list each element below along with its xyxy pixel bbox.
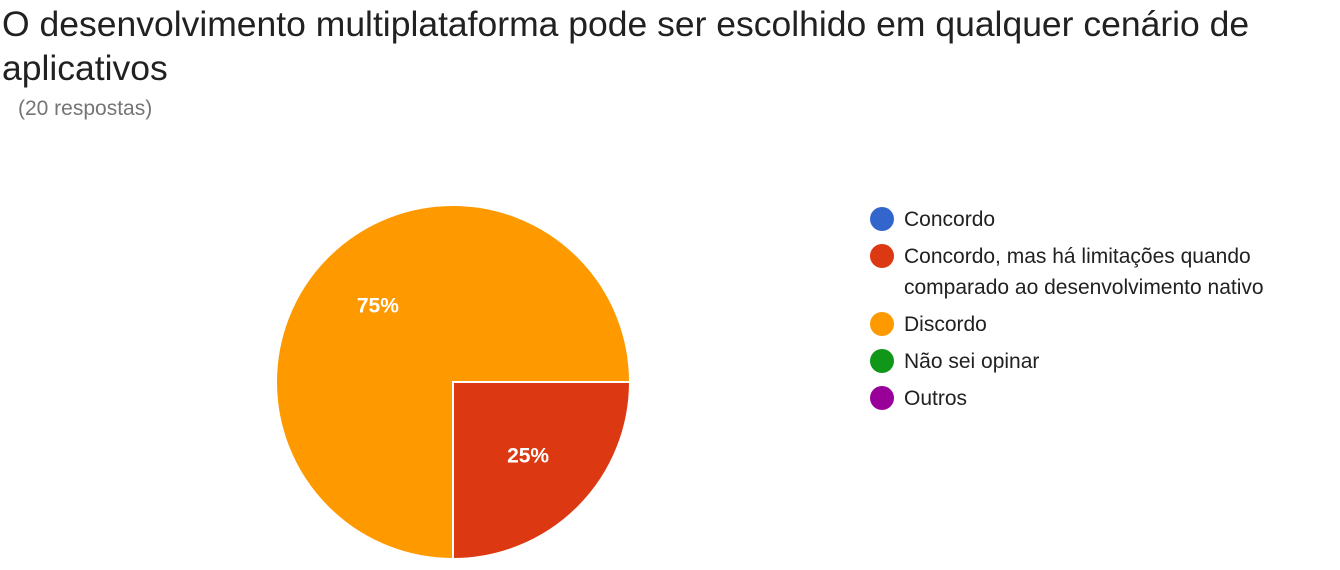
- pie-slice-1[interactable]: [452, 381, 632, 561]
- legend: Concordo Concordo, mas há limitações quan…: [870, 204, 1330, 420]
- legend-item[interactable]: Concordo: [870, 204, 1330, 235]
- pie-slice-label-1: 25%: [507, 445, 549, 468]
- legend-item[interactable]: Outros: [870, 383, 1330, 414]
- legend-swatch-icon: [870, 312, 894, 336]
- legend-label: Concordo, mas há limitações quando compa…: [904, 245, 1264, 299]
- legend-label: Não sei opinar: [904, 350, 1040, 373]
- pie-slices: [275, 204, 632, 561]
- legend-swatch-icon: [870, 386, 894, 410]
- legend-swatch-icon: [870, 349, 894, 373]
- legend-swatch-icon: [870, 244, 894, 268]
- response-count: (20 respostas): [18, 97, 153, 120]
- legend-label: Discordo: [904, 313, 987, 336]
- pie-slice-label-2: 75%: [357, 294, 399, 317]
- legend-swatch-icon: [870, 207, 894, 231]
- pie-slice-labels: 25% 75%: [357, 294, 550, 467]
- legend-item[interactable]: Discordo: [870, 309, 1330, 340]
- legend-label: Concordo: [904, 208, 996, 231]
- chart-title: O desenvolvimento multiplataforma pode s…: [2, 4, 1250, 88]
- pie-slice-2[interactable]: [275, 204, 632, 561]
- legend-item[interactable]: Concordo, mas há limitações quando compa…: [870, 241, 1330, 303]
- legend-item[interactable]: Não sei opinar: [870, 346, 1330, 377]
- legend-label: Outros: [904, 387, 968, 410]
